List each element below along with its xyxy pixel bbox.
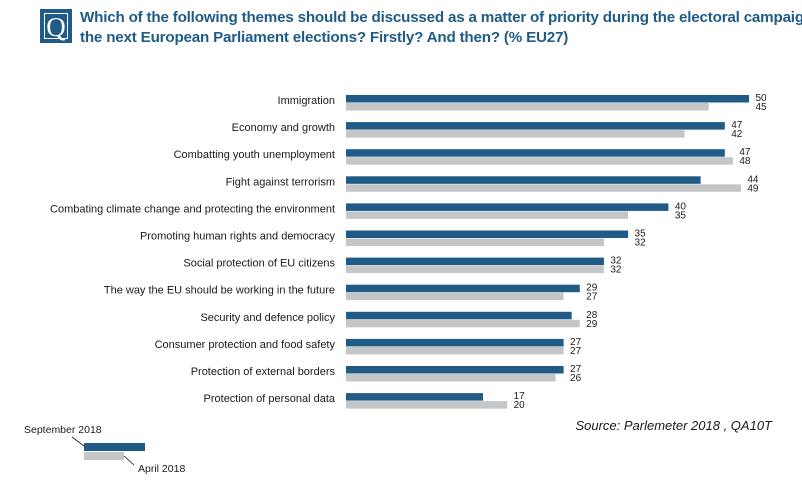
bar-april-2018 — [346, 211, 629, 219]
bar-september-2018 — [346, 311, 572, 320]
value-label-april-2018: 45 — [755, 102, 767, 113]
value-label-september-2018: 32 — [610, 256, 622, 267]
category-label: Combating climate change and protecting … — [50, 203, 335, 215]
category-label: Immigration — [278, 95, 335, 107]
value-label-september-2018: 27 — [570, 364, 582, 375]
value-label-april-2018: 27 — [586, 292, 598, 303]
question-badge: Q — [40, 9, 72, 43]
legend-leader-april — [123, 455, 135, 466]
legend-leader-september — [71, 436, 85, 447]
category-label: Combatting youth unemployment — [174, 149, 335, 161]
value-label-april-2018: 42 — [731, 129, 743, 140]
bar-april-2018 — [346, 374, 556, 382]
category-label: Social protection of EU citizens — [183, 258, 335, 270]
value-label-september-2018: 17 — [514, 391, 526, 402]
chart-title-line-2: the next European Parliament elections? … — [80, 29, 569, 46]
bar-september-2018 — [346, 284, 580, 293]
value-label-september-2018: 28 — [586, 310, 598, 321]
value-label-april-2018: 48 — [739, 156, 751, 167]
value-label-september-2018: 50 — [755, 93, 767, 104]
bar-april-2018 — [346, 238, 604, 246]
value-label-april-2018: 32 — [610, 265, 622, 276]
bar-april-2018 — [346, 103, 709, 111]
value-label-april-2018: 49 — [747, 183, 759, 194]
bar-september-2018 — [346, 95, 749, 103]
bar-april-2018 — [346, 157, 733, 165]
chart-title: Which of the following themes should be … — [80, 8, 802, 48]
question-letter: Q — [46, 12, 66, 42]
source-note: Source: Parlemeter 2018 , QA10T — [575, 418, 772, 433]
bar-september-2018 — [346, 338, 564, 347]
value-label-september-2018: 35 — [635, 229, 647, 240]
bar-april-2018 — [346, 265, 604, 274]
value-label-september-2018: 44 — [747, 174, 759, 185]
legend-label-september-2018: September 2018 — [24, 424, 102, 436]
category-label: Consumer protection and food safety — [155, 339, 336, 351]
legend-swatch-september-2018 — [84, 443, 145, 451]
bar-april-2018 — [346, 319, 580, 328]
legend-label-april-2018: April 2018 — [138, 463, 185, 475]
value-label-september-2018: 27 — [570, 337, 582, 348]
value-label-april-2018: 29 — [586, 319, 598, 330]
value-label-april-2018: 27 — [570, 346, 582, 357]
bar-september-2018 — [346, 122, 725, 130]
value-label-september-2018: 47 — [731, 120, 743, 131]
value-label-april-2018: 35 — [675, 210, 687, 221]
bar-september-2018 — [346, 203, 669, 211]
chart-title-line-1: Which of the following themes should be … — [80, 9, 802, 26]
bar-september-2018 — [346, 149, 725, 157]
bar-april-2018 — [346, 401, 508, 409]
category-label: Protection of external borders — [191, 366, 336, 378]
value-label-september-2018: 29 — [586, 283, 598, 294]
value-label-april-2018: 32 — [635, 238, 647, 249]
value-label-september-2018: 47 — [739, 147, 751, 158]
value-label-september-2018: 40 — [675, 201, 687, 212]
category-label: The way the EU should be working in the … — [104, 285, 335, 297]
category-label: Fight against terrorism — [226, 176, 335, 188]
bar-september-2018 — [346, 257, 604, 266]
value-label-april-2018: 20 — [514, 400, 526, 411]
category-label: Promoting human rights and democracy — [140, 231, 336, 243]
value-label-april-2018: 26 — [570, 373, 582, 384]
bar-april-2018 — [346, 292, 564, 301]
category-label: Security and defence policy — [200, 312, 335, 324]
bar-september-2018 — [346, 393, 484, 401]
category-label: Economy and growth — [232, 122, 335, 134]
bar-april-2018 — [346, 346, 564, 355]
category-label: Protection of personal data — [204, 393, 336, 405]
bar-april-2018 — [346, 184, 741, 192]
bar-september-2018 — [346, 366, 564, 374]
bar-april-2018 — [346, 130, 685, 138]
bar-september-2018 — [346, 230, 629, 238]
bar-september-2018 — [346, 176, 701, 184]
legend-swatch-april-2018 — [84, 452, 124, 460]
